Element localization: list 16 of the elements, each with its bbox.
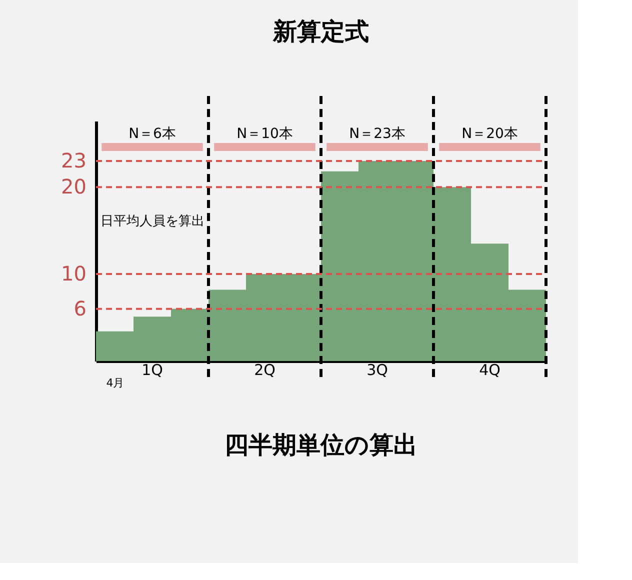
text: 四半期単位の算出 — [224, 431, 418, 459]
y-tick-label: 10 — [61, 262, 86, 286]
annotation: 3Q — [366, 361, 388, 379]
annotation: N＝20本 — [462, 126, 518, 142]
annotation: 1Q — [142, 361, 163, 379]
annotation: 2Q — [254, 361, 276, 379]
annotation: 4Q — [479, 361, 500, 379]
y-tick-label: 20 — [61, 174, 86, 199]
x-tick-label: 4月 — [106, 376, 124, 390]
annotation: N＝10本 — [236, 126, 293, 142]
y-tick-label: 23 — [61, 148, 86, 172]
annotation: N＝23本 — [349, 126, 406, 142]
annotation: N＝6本 — [128, 126, 176, 142]
annotation: 日平均人員を算出 — [100, 214, 204, 229]
chart-title: 新算定式 — [272, 18, 369, 46]
y-tick-label: 6 — [74, 296, 86, 320]
